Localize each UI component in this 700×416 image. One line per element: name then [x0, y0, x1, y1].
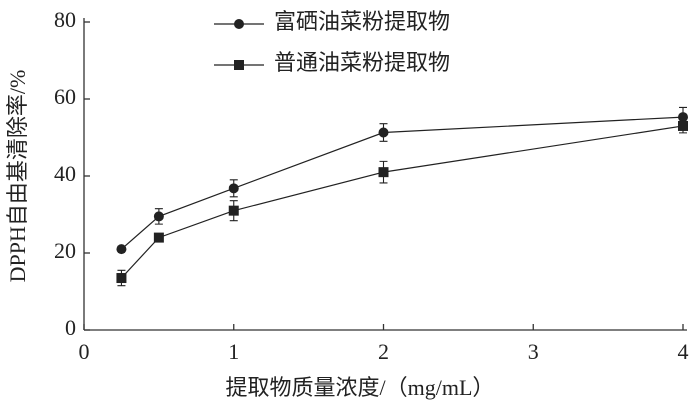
x-tick-label: 2	[378, 339, 389, 364]
x-axis-label: 提取物质量浓度/（mg/mL）	[226, 375, 495, 400]
marker	[153, 232, 164, 243]
y-tick-label: 20	[54, 238, 76, 263]
marker	[378, 127, 389, 138]
x-tick-label: 3	[528, 339, 539, 364]
marker	[678, 112, 688, 123]
x-tick-label: 0	[79, 339, 90, 364]
marker	[153, 211, 164, 222]
marker	[116, 244, 127, 255]
y-tick-label: 80	[54, 7, 76, 32]
marker	[228, 205, 239, 216]
y-tick-label: 0	[65, 315, 76, 340]
x-tick-label: 1	[228, 339, 239, 364]
y-tick-label: 60	[54, 84, 76, 109]
y-axis-label: DPPH自由基清除率/%	[5, 70, 30, 283]
legend-label: 富硒油菜粉提取物	[274, 9, 450, 34]
series-line	[120, 125, 684, 279]
legend-label: 普通油菜粉提取物	[274, 50, 450, 75]
y-tick-label: 40	[54, 161, 76, 186]
marker	[228, 183, 239, 194]
marker	[234, 19, 244, 29]
marker	[234, 60, 244, 70]
marker	[116, 273, 127, 284]
marker	[678, 120, 688, 131]
x-tick-label: 4	[678, 339, 689, 364]
series-line	[121, 116, 684, 250]
marker	[378, 167, 389, 178]
